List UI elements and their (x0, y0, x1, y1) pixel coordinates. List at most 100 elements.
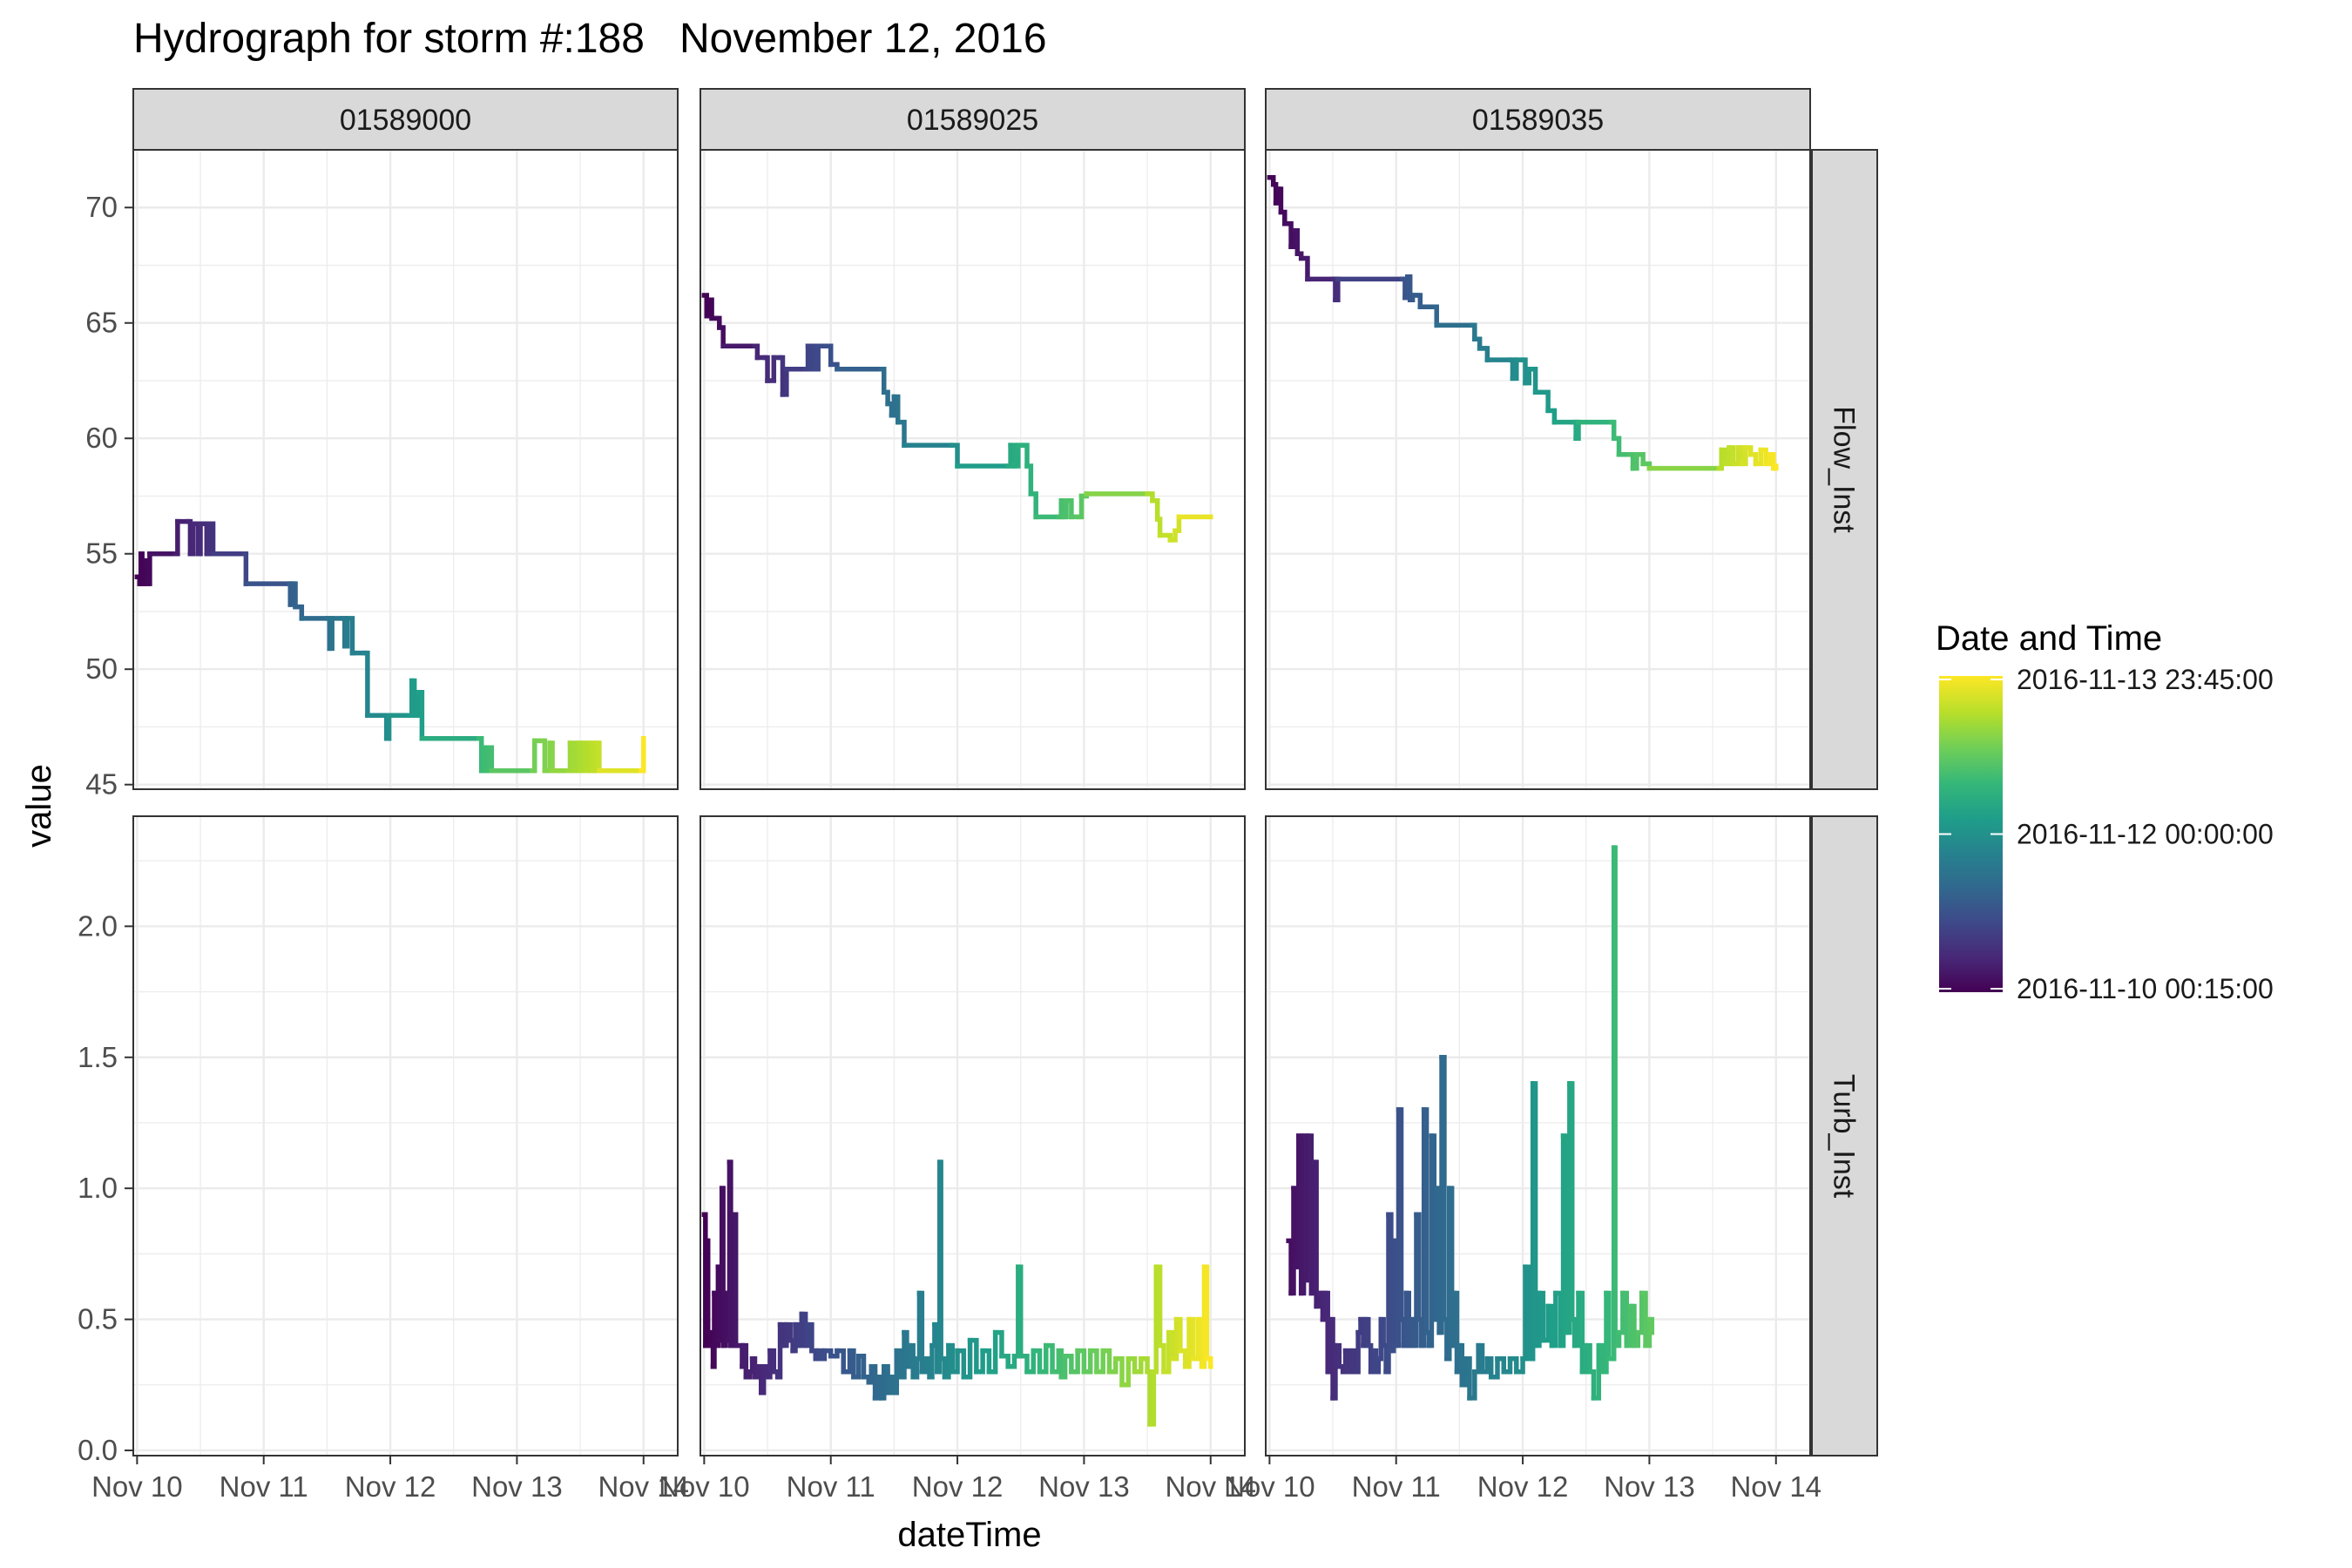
series-segment (1434, 1186, 1442, 1335)
series-segment (955, 1348, 967, 1380)
series-segment (810, 343, 819, 372)
strip-label: Turb_Inst (1828, 1074, 1861, 1199)
series-segment (1596, 1342, 1605, 1375)
y-tick-label: 2.0 (78, 909, 118, 942)
series-segment (967, 1337, 979, 1375)
series-segment (1563, 1081, 1572, 1335)
series-segment (780, 366, 789, 397)
series-segment (882, 389, 890, 407)
series-segment (902, 1329, 909, 1369)
facet-strip-row: Turb_Inst (1811, 815, 1878, 1456)
series-segment (819, 1348, 828, 1362)
series-segment (1389, 1238, 1396, 1354)
series-segment (1386, 1212, 1394, 1354)
series-segment (1081, 1348, 1093, 1375)
series-segment (701, 293, 710, 319)
series-segment (362, 650, 370, 718)
series-segment (172, 518, 180, 557)
series-segment (868, 1363, 878, 1401)
series-segment (139, 558, 147, 586)
series-segment (1005, 443, 1013, 469)
series-segment (740, 1342, 747, 1369)
series-segment (1472, 1342, 1481, 1375)
series-segment (1076, 493, 1085, 520)
series-segment (1303, 1133, 1312, 1283)
series-segment (1463, 1355, 1472, 1401)
series-segment (1758, 447, 1768, 467)
y-tick-label: 60 (85, 422, 118, 454)
series-segment (1436, 1055, 1444, 1335)
strip-label: 01589000 (340, 104, 471, 137)
series-segment (1411, 1212, 1419, 1348)
series-segment (1161, 1329, 1172, 1375)
series-segment (1100, 1348, 1112, 1375)
series-segment (891, 1348, 900, 1396)
series-segment (980, 1348, 992, 1375)
y-tick-label: 0.0 (78, 1434, 118, 1466)
series-segment (1403, 1290, 1411, 1348)
series-segment (765, 355, 777, 383)
x-axis-label: dateTime (897, 1516, 1041, 1554)
series-segment (1439, 1055, 1447, 1322)
series-segment (1431, 1186, 1439, 1322)
series-segment (567, 740, 577, 774)
chart-title: Hydrograph for storm #:188 November 12, … (133, 16, 1047, 62)
series-segment (1330, 276, 1338, 302)
series-segment (1558, 1133, 1566, 1348)
series-segment (1571, 419, 1578, 441)
legend-title: Date and Time (1936, 619, 2162, 658)
x-tick-label: Nov 11 (220, 1470, 308, 1503)
series-segment (1365, 1342, 1374, 1375)
series-segment (1510, 357, 1519, 382)
series-segment (1119, 1355, 1132, 1388)
series-segment (1400, 276, 1408, 301)
series-segment (1545, 1303, 1555, 1348)
series-segment (1031, 1348, 1043, 1375)
series-segment (1301, 1133, 1309, 1283)
series-segment (904, 1342, 912, 1369)
series-segment (195, 521, 203, 557)
panel-background (133, 816, 678, 1456)
series-segment (879, 366, 887, 395)
series-segment (575, 740, 583, 774)
series-segment (1288, 227, 1298, 250)
series-segment (1311, 1159, 1319, 1309)
series-segment (1444, 1186, 1452, 1362)
series-segment (705, 1329, 713, 1348)
panel-background (700, 150, 1245, 789)
series-segment (1727, 445, 1736, 467)
series-segment (1627, 452, 1636, 471)
series-segment (1058, 498, 1066, 520)
series-segment (1342, 1348, 1351, 1375)
series-segment (293, 604, 305, 621)
series-segment (1275, 186, 1284, 215)
series-segment (1147, 1369, 1157, 1427)
series-segment (1195, 1316, 1205, 1369)
series-segment (1182, 1316, 1192, 1369)
series-segment (752, 343, 760, 361)
series-segment (1349, 1348, 1358, 1375)
series-segment (1020, 443, 1030, 469)
series-segment (1730, 445, 1740, 467)
series-segment (752, 1363, 760, 1380)
series-segment (1643, 1316, 1652, 1348)
y-axis-label: value (20, 764, 58, 848)
series-segment (185, 518, 193, 557)
y-tick-label: 70 (85, 191, 118, 223)
series-segment (1353, 1329, 1361, 1375)
series-segment (1599, 1290, 1609, 1375)
series-segment (765, 1348, 773, 1380)
series-segment (777, 355, 786, 397)
series-segment (802, 1321, 811, 1348)
series-segment (1291, 1186, 1299, 1270)
series-segment (815, 1348, 825, 1362)
series-segment (581, 740, 590, 774)
series-segment (1363, 1316, 1371, 1348)
series-segment (841, 1348, 853, 1375)
series-segment (895, 419, 907, 448)
series-segment (715, 1264, 722, 1343)
series-line (1286, 845, 1655, 1401)
x-tick-label: Nov 10 (91, 1470, 183, 1503)
series-segment (407, 678, 415, 718)
series-segment (740, 1342, 749, 1380)
